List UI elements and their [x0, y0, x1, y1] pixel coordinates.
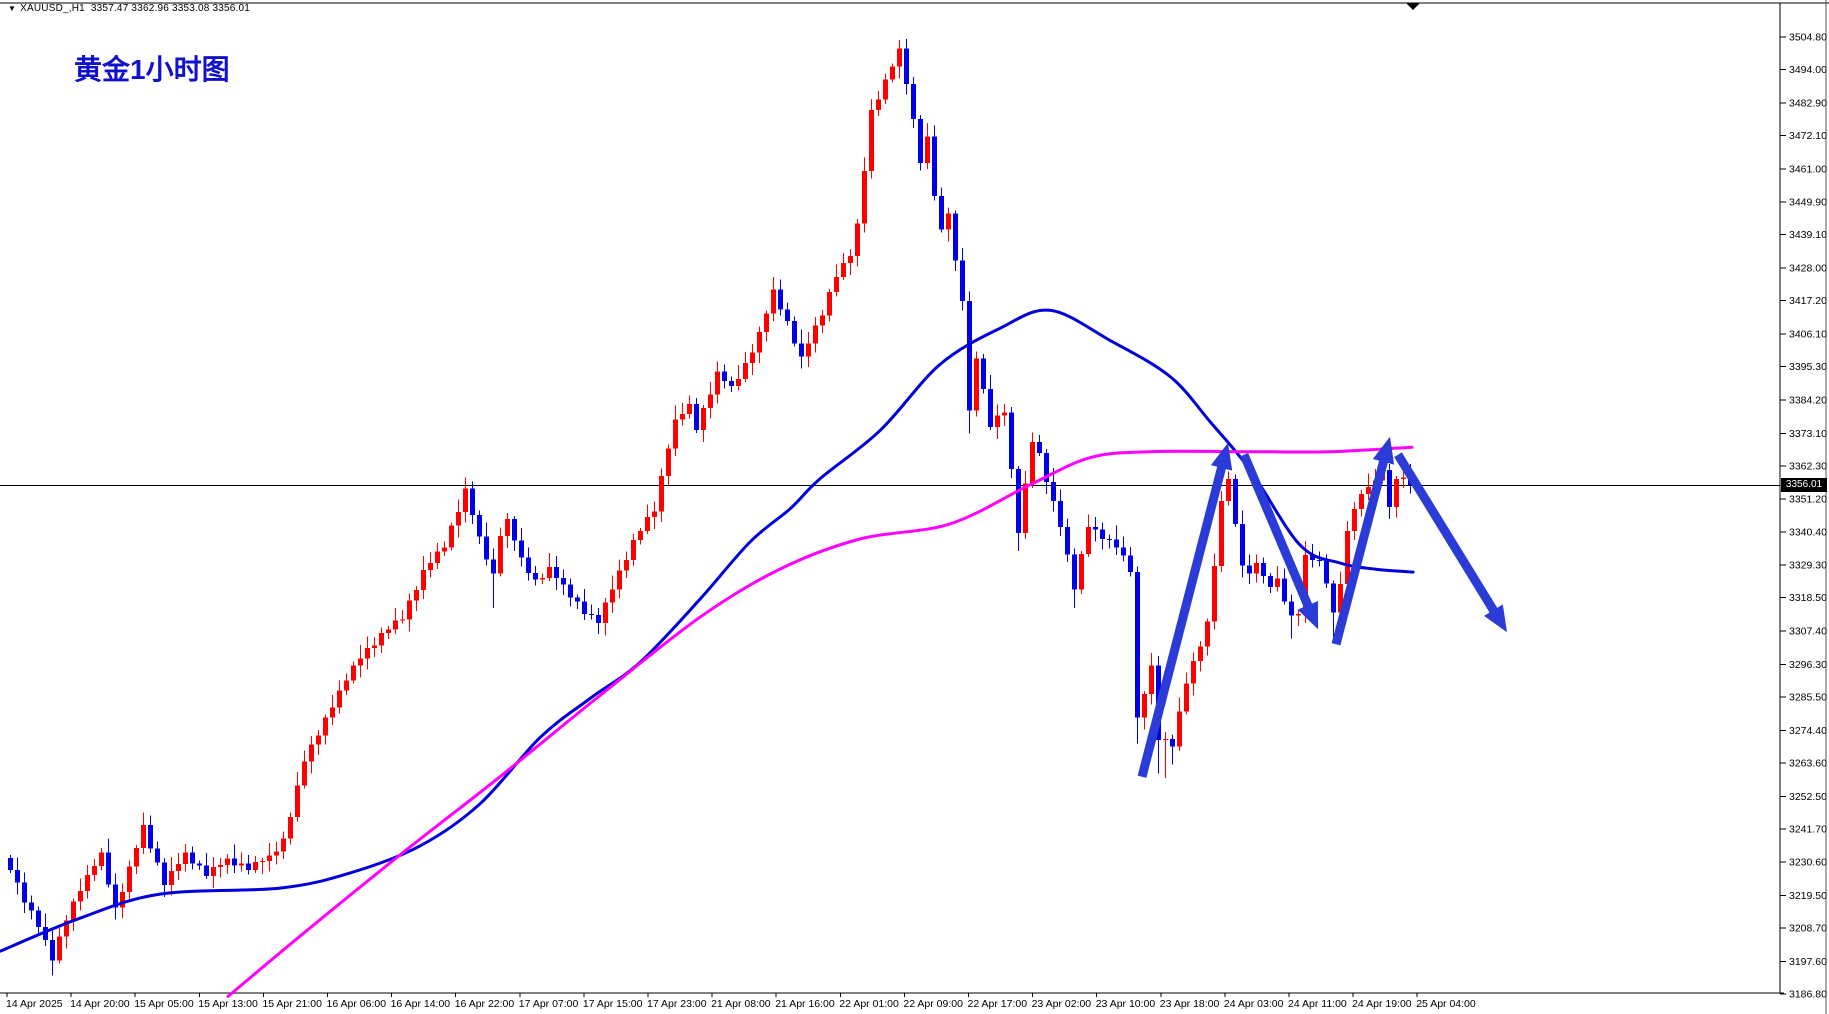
ma-slow-line	[226, 445, 1414, 998]
time-axis-label: 22 Apr 01:00	[839, 998, 899, 1010]
time-axis[interactable]: 14 Apr 2025 14 Apr 20:00 15 Apr 05:00 15 Ap…	[6, 993, 1476, 1010]
time-axis-label: 14 Apr 2025	[6, 998, 63, 1010]
trend-arrow-head-down[interactable]	[1484, 604, 1507, 633]
time-axis-label: 22 Apr 09:00	[903, 998, 963, 1010]
price-axis-label: 3296.30	[1789, 659, 1827, 671]
trend-arrow-head-up[interactable]	[1372, 436, 1395, 465]
time-axis-label: 17 Apr 07:00	[519, 998, 579, 1010]
time-axis-label: 16 Apr 14:00	[391, 998, 451, 1010]
price-axis-label: 3384.20	[1789, 394, 1827, 406]
time-axis-label: 23 Apr 18:00	[1160, 998, 1220, 1010]
quote-ohlc-values: 3357.47 3362.96 3353.08 3356.01	[90, 3, 251, 14]
price-axis-label: 3274.40	[1789, 725, 1827, 737]
price-axis-label: 3362.30	[1789, 460, 1827, 472]
ma-fast-line	[0, 308, 1415, 953]
trend-arrows[interactable]	[1137, 436, 1507, 778]
price-axis-label: 3318.50	[1789, 592, 1827, 604]
time-axis-label: 25 Apr 04:00	[1416, 998, 1476, 1010]
price-axis-label: 3241.70	[1789, 823, 1827, 835]
current-price-tag: 3356.01	[1781, 478, 1827, 492]
price-axis-label: 3230.60	[1789, 857, 1827, 869]
price-axis-label: 3428.00	[1789, 263, 1827, 275]
time-axis-label: 17 Apr 23:00	[647, 998, 707, 1010]
time-axis-label: 21 Apr 16:00	[775, 998, 835, 1010]
price-axis-label: 3439.10	[1789, 229, 1827, 241]
time-axis-label: 23 Apr 02:00	[1032, 998, 1092, 1010]
time-axis-label: 17 Apr 15:00	[583, 998, 643, 1010]
symbol-ohlc-bar: ▼ XAUUSD_,H1 3357.47 3362.96 3353.08 3356…	[8, 3, 250, 14]
price-axis-label: 3252.50	[1789, 791, 1827, 803]
time-axis-label: 14 Apr 20:00	[70, 998, 130, 1010]
price-axis-label: 3504.80	[1789, 32, 1827, 44]
trend-arrow-down[interactable]	[1239, 452, 1315, 613]
price-axis-label: 3461.00	[1789, 163, 1827, 175]
price-axis[interactable]: 3504.80 3494.00 3482.90 3472.10 3461.00 3449.…	[1780, 32, 1827, 1001]
trend-arrow-head-up[interactable]	[1210, 442, 1233, 471]
time-axis-label: 15 Apr 13:00	[198, 998, 258, 1010]
price-axis-label: 3340.40	[1789, 526, 1827, 538]
candlestick-series[interactable]	[8, 38, 1413, 976]
time-axis-label: 15 Apr 05:00	[134, 998, 194, 1010]
price-axis-label: 3208.70	[1789, 923, 1827, 935]
price-axis-label: 3417.20	[1789, 295, 1827, 307]
price-axis-label: 3186.80	[1789, 989, 1827, 1001]
price-axis-label: 3263.60	[1789, 757, 1827, 769]
price-axis-label: 3395.30	[1789, 361, 1827, 373]
price-axis-label: 3307.40	[1789, 626, 1827, 638]
symbol-timeframe-label: XAUUSD_,H1	[20, 3, 85, 14]
price-axis-label: 3351.20	[1789, 494, 1827, 506]
price-axis-label: 3219.50	[1789, 890, 1827, 902]
price-axis-label: 3197.60	[1789, 956, 1827, 968]
time-axis-label: 24 Apr 19:00	[1352, 998, 1412, 1010]
price-axis-label: 3494.00	[1789, 64, 1827, 76]
symbol-dropdown-icon[interactable]: ▼	[8, 4, 17, 13]
chart-shift-marker-icon	[1406, 3, 1420, 10]
price-axis-label: 3406.10	[1789, 329, 1827, 341]
time-axis-label: 16 Apr 22:00	[455, 998, 515, 1010]
price-axis-label: 3472.10	[1789, 130, 1827, 142]
trend-arrow-up[interactable]	[1331, 454, 1390, 646]
time-axis-label: 23 Apr 10:00	[1096, 998, 1156, 1010]
price-axis-label: 3285.50	[1789, 691, 1827, 703]
trend-arrow-up[interactable]	[1137, 460, 1228, 778]
time-axis-label: 24 Apr 03:00	[1224, 998, 1284, 1010]
time-axis-label: 24 Apr 11:00	[1288, 998, 1347, 1010]
trend-arrow-head-down[interactable]	[1297, 601, 1318, 630]
price-axis-label: 3449.90	[1789, 197, 1827, 209]
trend-arrow-down[interactable]	[1394, 452, 1501, 618]
time-axis-label: 15 Apr 21:00	[262, 998, 322, 1010]
time-axis-label: 22 Apr 17:00	[968, 998, 1028, 1010]
time-axis-label: 21 Apr 08:00	[711, 998, 771, 1010]
price-axis-label: 3482.90	[1789, 97, 1827, 109]
price-axis-label: 3373.10	[1789, 428, 1827, 440]
price-axis-label: 3329.30	[1789, 560, 1827, 572]
chart-title-overlay: 黄金1小时图	[74, 54, 230, 85]
time-axis-label: 16 Apr 06:00	[327, 998, 387, 1010]
